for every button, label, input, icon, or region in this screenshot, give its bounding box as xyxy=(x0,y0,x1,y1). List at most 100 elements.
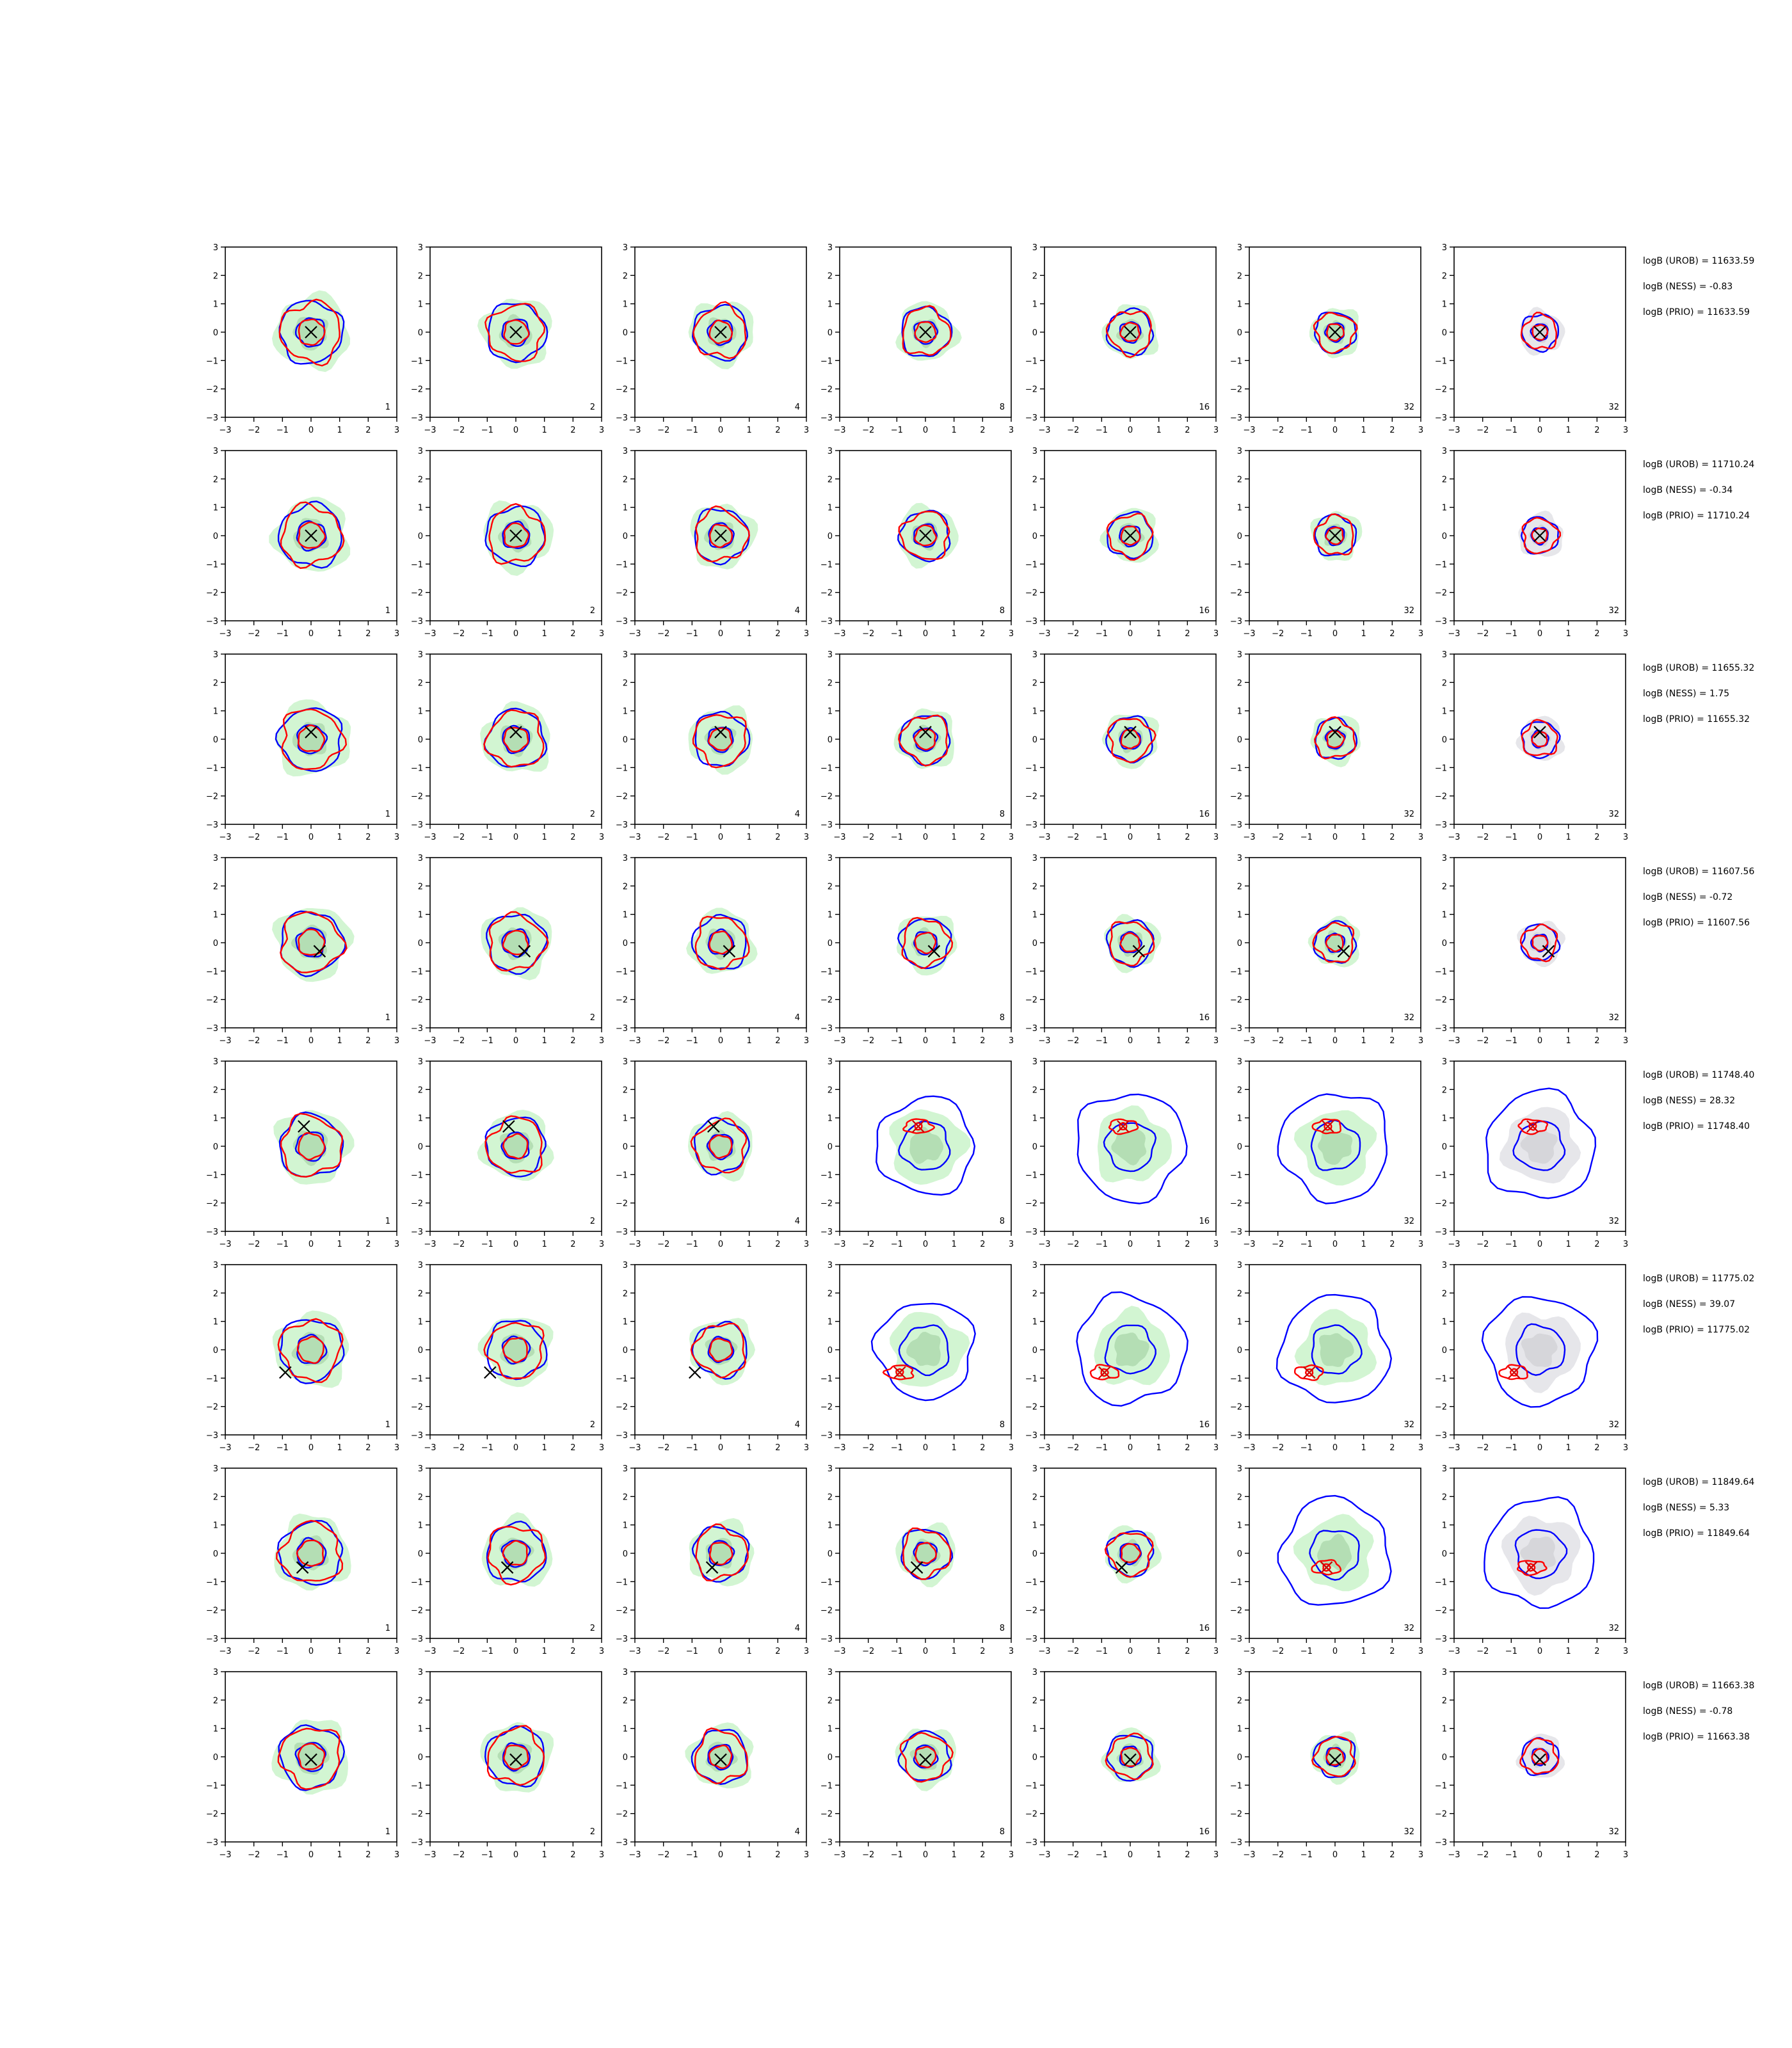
y-tick-label: 3 xyxy=(213,1261,218,1270)
contour-red-outer xyxy=(488,911,549,972)
x-tick-label: 2 xyxy=(570,1647,575,1656)
panel-count-label: 16 xyxy=(1199,1217,1210,1226)
true-value-marker xyxy=(707,1120,720,1133)
y-tick-label: −1 xyxy=(1230,1171,1242,1180)
y-tick-label: −2 xyxy=(1435,589,1447,598)
y-tick-label: −2 xyxy=(1025,792,1037,802)
panel-r2-c5: −3−3 −2 −2 −1 −1 0 0 1 1 2 2 3 3 16 xyxy=(1025,447,1219,639)
contour-blue-inner xyxy=(294,1741,327,1772)
x-tick-label: −3 xyxy=(1448,1850,1460,1860)
x-tick-label: 3 xyxy=(804,1036,809,1046)
x-tick-label: 0 xyxy=(718,1443,723,1453)
true-value-marker xyxy=(1329,726,1341,739)
x-tick-label: −2 xyxy=(248,1850,260,1860)
y-tick-label: 1 xyxy=(1237,1114,1242,1124)
y-tick-label: −3 xyxy=(1435,1635,1447,1644)
y-tick-label: 0 xyxy=(1237,328,1242,338)
y-tick-label: 2 xyxy=(828,271,833,281)
panel-count-label: 8 xyxy=(1000,403,1005,412)
y-tick-label: 1 xyxy=(1032,911,1037,920)
x-tick-label: −2 xyxy=(657,833,669,842)
y-tick-label: −2 xyxy=(820,792,833,802)
x-tick-label: 1 xyxy=(1566,833,1571,842)
y-tick-label: 3 xyxy=(828,854,833,863)
contour-red-inner xyxy=(298,521,326,549)
x-tick-label: −1 xyxy=(686,1647,698,1656)
x-tick-label: −2 xyxy=(1067,1240,1079,1249)
x-tick-label: −1 xyxy=(891,629,903,639)
x-tick-label: 0 xyxy=(718,629,723,639)
y-tick-label: 3 xyxy=(623,1261,628,1270)
x-tick-label: −2 xyxy=(1067,1850,1079,1860)
x-tick-label: 0 xyxy=(1537,1240,1542,1249)
true-value-marker xyxy=(1320,1561,1333,1574)
x-tick-label: 2 xyxy=(1185,833,1190,842)
x-tick-label: −1 xyxy=(481,629,493,639)
x-tick-label: 1 xyxy=(337,1647,342,1656)
panel-r3-c2: −3−3 −2 −2 −1 −1 0 0 1 1 2 2 3 3 2 xyxy=(411,650,604,842)
y-tick-label: 2 xyxy=(213,1492,218,1502)
y-tick-label: 3 xyxy=(828,1057,833,1067)
panel-count-label: 32 xyxy=(1608,403,1619,412)
y-tick-label: −1 xyxy=(616,356,628,366)
y-tick-label: 0 xyxy=(1442,532,1447,541)
y-tick-label: −3 xyxy=(1025,1024,1037,1034)
x-tick-label: 1 xyxy=(747,1850,752,1860)
panel-r4-c2: −3−3 −2 −2 −1 −1 0 0 1 1 2 2 3 3 2 xyxy=(411,854,604,1046)
y-tick-label: 2 xyxy=(623,1085,628,1095)
y-tick-label: 2 xyxy=(1237,1492,1242,1502)
x-tick-label: 2 xyxy=(1185,629,1190,639)
y-tick-label: 1 xyxy=(213,1114,218,1124)
x-tick-label: 2 xyxy=(775,1647,780,1656)
x-tick-label: −3 xyxy=(424,1850,436,1860)
panel-count-label: 4 xyxy=(795,1217,800,1226)
y-tick-label: −3 xyxy=(1025,820,1037,830)
x-tick-label: 0 xyxy=(923,1036,928,1046)
x-tick-label: 3 xyxy=(804,1647,809,1656)
panel-count-label: 8 xyxy=(1000,810,1005,819)
y-tick-label: 2 xyxy=(1442,1085,1447,1095)
y-tick-label: 3 xyxy=(623,447,628,456)
x-tick-label: 2 xyxy=(1389,833,1395,842)
y-tick-label: 1 xyxy=(418,1521,423,1531)
true-value-marker xyxy=(714,1753,727,1766)
panel-r7-c6: −3−3 −2 −2 −1 −1 0 0 1 1 2 2 3 3 32 xyxy=(1230,1464,1423,1656)
contour-blue-inner xyxy=(898,1324,950,1377)
x-tick-label: −2 xyxy=(1272,629,1284,639)
y-tick-label: −1 xyxy=(820,967,833,977)
panel-r6-c4: −3−3 −2 −2 −1 −1 0 0 1 1 2 2 3 3 8 xyxy=(820,1261,1014,1453)
contour-red-outer xyxy=(281,708,348,771)
y-tick-label: 1 xyxy=(1442,1318,1447,1327)
x-tick-label: −1 xyxy=(1300,1240,1313,1249)
x-tick-label: 1 xyxy=(952,1036,957,1046)
contour-blue-outer xyxy=(276,1519,344,1586)
contour-blue-inner xyxy=(707,319,733,346)
panel-r7-c7: −3−3 −2 −2 −1 −1 0 0 1 1 2 2 3 3 32 xyxy=(1435,1464,1628,1656)
x-tick-label: 1 xyxy=(1566,1850,1571,1860)
contour-red-outer xyxy=(1107,718,1156,764)
y-tick-label: 1 xyxy=(828,1114,833,1124)
y-tick-label: 0 xyxy=(1237,532,1242,541)
y-tick-label: 3 xyxy=(1032,854,1037,863)
logb-label: logB (UROB) = 11607.56 xyxy=(1643,867,1754,877)
y-tick-label: 0 xyxy=(1237,1753,1242,1763)
x-tick-label: 0 xyxy=(308,1036,314,1046)
contour-blue-inner xyxy=(1104,1324,1156,1375)
true-value-marker xyxy=(296,1561,309,1574)
y-tick-label: 0 xyxy=(623,1753,628,1763)
y-tick-label: −3 xyxy=(1025,1838,1037,1848)
panel-r7-c4: −3−3 −2 −2 −1 −1 0 0 1 1 2 2 3 3 8 xyxy=(820,1464,1014,1656)
x-tick-label: −3 xyxy=(1038,629,1050,639)
panel-count-label: 32 xyxy=(1404,1827,1414,1837)
contour-red-inner xyxy=(708,1134,733,1159)
contour-red-outer xyxy=(1519,1737,1560,1775)
contour-red-outer xyxy=(690,1322,746,1379)
x-tick-label: 0 xyxy=(1537,1036,1542,1046)
y-tick-label: −2 xyxy=(1230,385,1242,395)
true-value-marker xyxy=(305,529,317,542)
y-tick-label: −2 xyxy=(1230,1403,1242,1412)
x-tick-label: 2 xyxy=(775,1240,780,1249)
y-tick-label: −3 xyxy=(616,820,628,830)
y-tick-label: 1 xyxy=(1442,504,1447,513)
contour-red-outer xyxy=(1312,922,1355,963)
